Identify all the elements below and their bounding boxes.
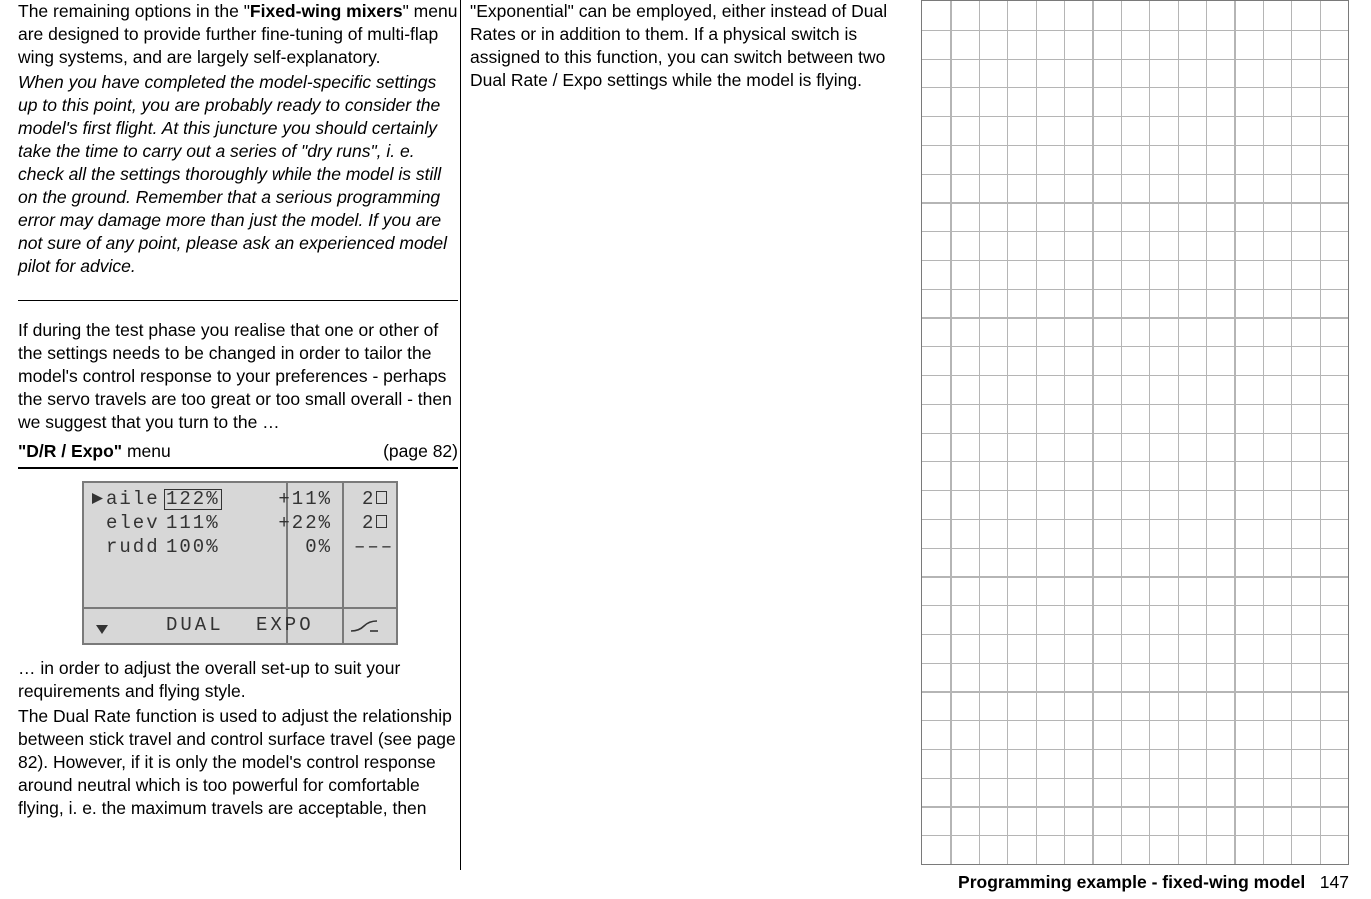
paragraph-2-italic: When you have completed the model-specif… xyxy=(18,71,458,278)
lcd-row-expo: +11% xyxy=(252,488,332,511)
paragraph-3: If during the test phase you realise tha… xyxy=(18,319,458,434)
grid-hline xyxy=(922,375,1348,376)
page-number: 147 xyxy=(1320,872,1349,892)
grid-hline xyxy=(922,433,1348,434)
grid-hline xyxy=(922,806,1348,807)
lcd-row-name: rudd xyxy=(106,536,160,559)
grid-hline xyxy=(922,605,1348,606)
grid-hline xyxy=(922,835,1348,836)
grid-hline xyxy=(922,461,1348,462)
grid-hline xyxy=(922,260,1348,261)
menu-heading: "D/R / Expo" menu (page 82) xyxy=(18,440,458,469)
grid-hline xyxy=(922,87,1348,88)
grid-hline xyxy=(922,145,1348,146)
column-2: "Exponential" can be employed, either in… xyxy=(470,0,910,94)
lcd-row-dual: 122% xyxy=(164,488,222,511)
grid-hline xyxy=(922,174,1348,175)
lcd-row-dual: 100% xyxy=(166,536,220,559)
text-bold: Fixed-wing mixers xyxy=(250,1,403,21)
lcd-screen: aile 122% +11% 2 elev 111% +22% 2 rudd 1… xyxy=(82,481,394,645)
lcd-divider-horizontal xyxy=(84,607,396,609)
grid-hline xyxy=(922,289,1348,290)
grid-hline xyxy=(922,576,1348,577)
lcd-footer-expo: EXPO xyxy=(256,614,314,637)
grid-hline xyxy=(922,116,1348,117)
grid-hline xyxy=(922,691,1348,692)
lcd-frame: aile 122% +11% 2 elev 111% +22% 2 rudd 1… xyxy=(82,481,398,645)
grid-hline xyxy=(922,778,1348,779)
lcd-row-switch: 2 xyxy=(362,512,387,535)
switch-box-icon xyxy=(376,491,387,504)
grid-hline xyxy=(922,749,1348,750)
text: menu xyxy=(122,441,171,461)
grid-hline xyxy=(922,202,1348,203)
paragraph-4: … in order to adjust the overall set-up … xyxy=(18,657,458,703)
section-rule xyxy=(18,300,458,301)
lcd-row-expo: 0% xyxy=(252,536,332,559)
paragraph-1: The remaining options in the "Fixed-wing… xyxy=(18,0,458,69)
lcd-row-switch: ––– xyxy=(354,536,394,559)
lcd-row-dual: 111% xyxy=(166,512,220,535)
grid-hline xyxy=(922,490,1348,491)
grid-hline xyxy=(922,519,1348,520)
text-bold: "D/R / Expo" xyxy=(18,441,122,461)
lcd-selected-value: 122% xyxy=(164,489,222,511)
paragraph-6: "Exponential" can be employed, either in… xyxy=(470,0,910,92)
grid-hline xyxy=(922,663,1348,664)
lcd-row-switch: 2 xyxy=(362,488,387,511)
menu-heading-page: (page 82) xyxy=(383,440,458,463)
text: The remaining options in the " xyxy=(18,1,250,21)
grid-hline xyxy=(922,548,1348,549)
cursor-down-icon xyxy=(96,625,108,635)
column-1: The remaining options in the "Fixed-wing… xyxy=(18,0,458,822)
grid-hline xyxy=(922,634,1348,635)
grid-hline xyxy=(922,720,1348,721)
page-footer: Programming example - fixed-wing model 1… xyxy=(958,872,1349,893)
footer-title: Programming example - fixed-wing model xyxy=(958,872,1305,892)
switch-box-icon xyxy=(376,515,387,528)
grid-hline xyxy=(922,346,1348,347)
grid-hline xyxy=(922,59,1348,60)
paragraph-5: The Dual Rate function is used to adjust… xyxy=(18,705,458,820)
curve-icon xyxy=(350,619,378,633)
column-divider xyxy=(460,0,461,870)
grid-hline xyxy=(922,317,1348,318)
menu-heading-left: "D/R / Expo" menu xyxy=(18,440,171,463)
grid-hline xyxy=(922,231,1348,232)
grid-hline xyxy=(922,30,1348,31)
lcd-row-name: aile xyxy=(106,488,160,511)
grid-hline xyxy=(922,404,1348,405)
lcd-footer-dual: DUAL xyxy=(166,614,224,637)
lcd-row-expo: +22% xyxy=(252,512,332,535)
lcd-row-name: elev xyxy=(106,512,160,535)
notes-grid xyxy=(921,0,1349,865)
